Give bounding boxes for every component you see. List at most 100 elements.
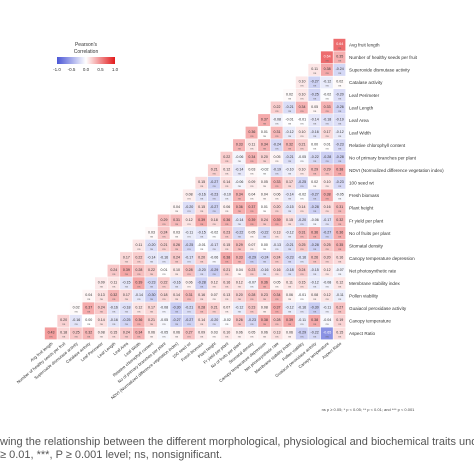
- heatmap-cell: [270, 327, 283, 340]
- heatmap-cell: [170, 302, 183, 315]
- cell-significance-label: ns: [275, 159, 279, 163]
- cell-value-label: 0.39: [135, 281, 142, 285]
- cell-value-label: -0.22: [235, 230, 243, 234]
- row-label: Aspect Ratio: [349, 331, 375, 336]
- cell-significance-label: ns: [225, 184, 229, 188]
- heatmap-cell: [170, 314, 183, 327]
- heatmap-cell: [283, 126, 296, 139]
- cell-value-label: 0.38: [324, 67, 331, 71]
- heatmap-cell: [333, 89, 346, 101]
- cell-value-label: 0.20: [236, 293, 243, 297]
- cell-value-label: 0.13: [273, 331, 280, 335]
- heatmap-cell: [333, 314, 346, 327]
- heatmap-cell: [295, 227, 308, 239]
- legend: Pearson's Correlation -1.0 -0.5 0.0 0.5 1.0: [53, 42, 119, 72]
- heatmap-cell: [270, 164, 283, 177]
- heatmap-cell: [220, 201, 233, 214]
- heatmap-cell: [145, 289, 158, 302]
- cell-significance-label: ns: [250, 322, 254, 326]
- cell-value-label: 0.09: [98, 281, 105, 285]
- cell-significance-label: ns: [338, 222, 342, 226]
- cell-value-label: -0.16: [198, 193, 206, 197]
- cell-significance-label: ns: [338, 96, 342, 100]
- cell-value-label: 0.26: [173, 243, 180, 247]
- cell-significance-label: ns: [313, 272, 317, 276]
- heatmap-cell: [308, 89, 321, 101]
- cell-significance-label: ns: [162, 310, 166, 314]
- cell-significance-label: ns: [188, 247, 192, 251]
- cell-significance-label: ns: [150, 285, 154, 289]
- cell-value-label: 0.03: [248, 168, 255, 172]
- heatmap-cell: [82, 327, 95, 340]
- cell-significance-label: ns: [150, 234, 154, 238]
- cell-value-label: 0.05: [248, 331, 255, 335]
- cell-value-label: 0.36: [336, 230, 343, 234]
- cell-significance-label: ns: [326, 159, 330, 163]
- cell-significance-label: ns: [313, 96, 317, 100]
- cell-significance-label: ns: [275, 259, 279, 263]
- cell-significance-label: ns: [112, 335, 116, 339]
- cell-value-label: 0.34: [299, 105, 306, 109]
- heatmap-cell: [182, 302, 195, 315]
- heatmap-cell: [233, 327, 245, 340]
- heatmap-cell: [308, 139, 321, 152]
- heatmap-cell: [258, 201, 271, 214]
- cell-value-label: 0.12: [324, 268, 331, 272]
- row-label: Leaf Area: [349, 118, 369, 123]
- cell-value-label: -0.21: [285, 105, 293, 109]
- cell-significance-label: ns: [137, 310, 141, 314]
- heatmap-cell: [258, 314, 271, 327]
- heatmap-cell: [270, 189, 283, 202]
- heatmap-cell: [182, 252, 195, 265]
- cell-value-label: 0.21: [223, 268, 230, 272]
- cell-value-label: 0.31: [186, 293, 193, 297]
- cell-value-label: -0.23: [147, 281, 155, 285]
- heatmap-cell: [295, 139, 308, 152]
- cell-significance-label: ns: [288, 247, 292, 251]
- heatmap-cell: [245, 201, 258, 214]
- heatmap-cell: [333, 201, 346, 214]
- heatmap-cell: [220, 252, 233, 265]
- legend-tick-label: -1.0: [53, 67, 61, 72]
- cell-significance-label: ns: [213, 335, 217, 339]
- heatmap-cell: [233, 201, 245, 214]
- cell-significance-label: ns: [326, 285, 330, 289]
- cell-value-label: -0.23: [285, 255, 293, 259]
- heatmap-cell: [320, 76, 333, 89]
- heatmap-cell: [157, 214, 170, 227]
- heatmap-cell: [308, 151, 321, 164]
- cell-value-label: -0.12: [323, 80, 331, 84]
- heatmap-cell: [308, 126, 321, 139]
- cell-value-label: 0.10: [299, 130, 306, 134]
- heatmap-cell: [132, 277, 145, 290]
- cell-value-label: -0.05: [160, 331, 168, 335]
- cell-significance-label: ns: [300, 259, 304, 263]
- heatmap-cell: [283, 89, 296, 101]
- heatmap-cell: [283, 314, 296, 327]
- heatmap-cell: [195, 214, 208, 227]
- heatmap-cell: [170, 277, 183, 290]
- cell-significance-label: ns: [338, 109, 342, 113]
- cell-value-label: 0.24: [110, 268, 117, 272]
- cell-value-label: -0.18: [323, 117, 331, 121]
- cell-significance-label: ns: [213, 285, 217, 289]
- heatmap-cell: [270, 214, 283, 227]
- cell-value-label: 0.04: [173, 205, 180, 209]
- heatmap-cell: [170, 214, 183, 227]
- cell-significance-label: ns: [326, 146, 330, 150]
- cell-value-label: -0.18: [285, 268, 293, 272]
- cell-significance-label: ns: [150, 272, 154, 276]
- cell-value-label: -0.11: [323, 306, 331, 310]
- cell-value-label: 0.21: [211, 168, 218, 172]
- cell-value-label: 0.37: [273, 306, 280, 310]
- heatmap-cell: [145, 314, 158, 327]
- heatmap-cell: [207, 189, 220, 202]
- caption-line-1: wing the relationship between the differ…: [0, 436, 474, 448]
- heatmap-cell: [95, 302, 107, 315]
- heatmap-cell: [333, 38, 346, 51]
- cell-value-label: -0.27: [323, 230, 331, 234]
- cell-value-label: 0.15: [336, 331, 343, 335]
- heatmap-cell: [233, 214, 245, 227]
- cell-significance-label: ns: [238, 335, 242, 339]
- cell-significance-label: ns: [200, 209, 204, 213]
